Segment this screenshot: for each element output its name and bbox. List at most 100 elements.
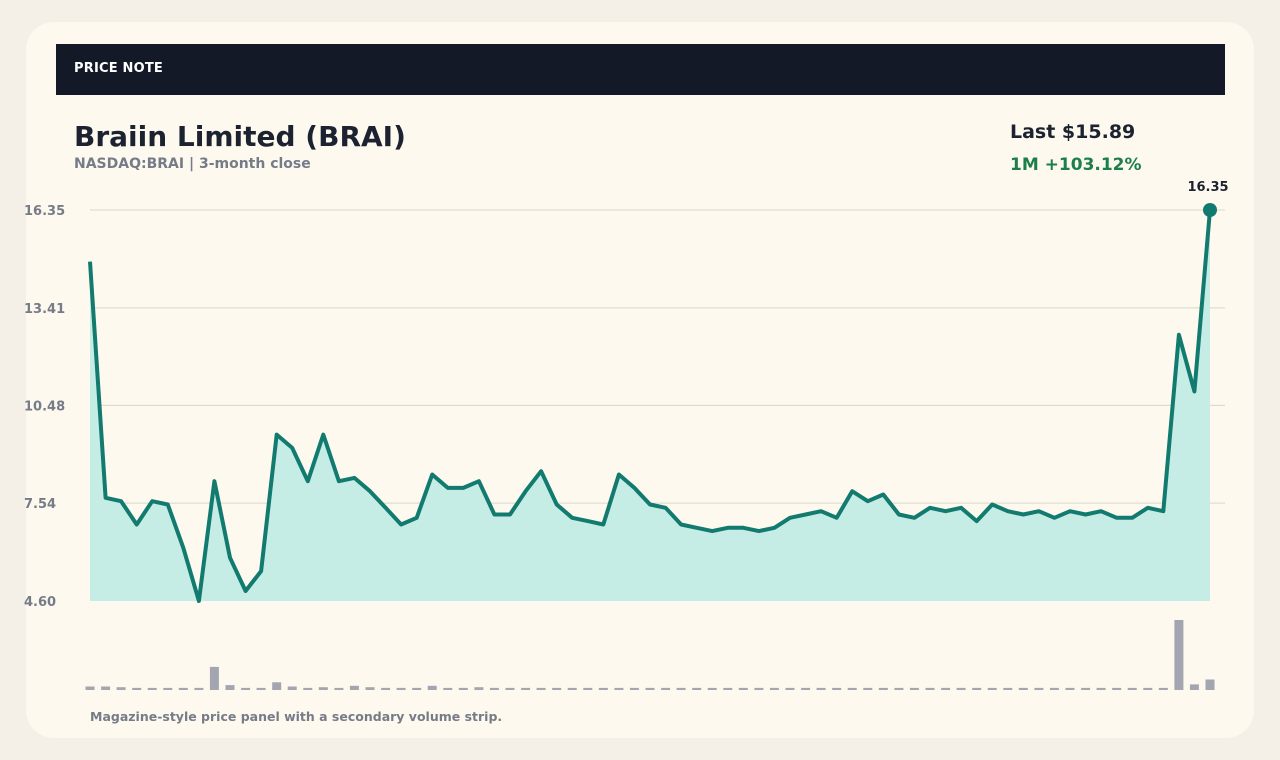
price-point xyxy=(850,489,854,493)
price-point xyxy=(1052,516,1056,520)
price-point xyxy=(897,512,901,516)
volume-bar xyxy=(598,687,608,690)
price-point xyxy=(508,512,512,516)
volume-bar xyxy=(287,686,297,690)
price-point xyxy=(1192,389,1196,393)
volume-bar xyxy=(676,687,686,690)
price-point xyxy=(150,499,154,503)
volume-bar xyxy=(85,686,95,690)
volume-bar xyxy=(334,687,344,690)
volume-bar xyxy=(738,687,748,690)
volume-bar xyxy=(707,687,717,690)
price-point xyxy=(866,499,870,503)
price-point xyxy=(321,433,325,437)
volume-bar xyxy=(614,687,624,690)
volume-bar xyxy=(1112,687,1122,690)
volume-bar xyxy=(1065,687,1075,690)
volume-bar xyxy=(1174,620,1184,690)
price-point xyxy=(586,519,590,523)
volume-bar xyxy=(225,685,235,690)
volume-bar xyxy=(412,687,422,690)
price-point xyxy=(648,502,652,506)
volume-bar xyxy=(1127,687,1137,690)
volume-bar xyxy=(645,687,655,690)
price-point xyxy=(959,506,963,510)
volume-bar xyxy=(1081,687,1091,690)
price-point xyxy=(539,469,543,473)
price-point xyxy=(399,522,403,526)
price-point xyxy=(1146,506,1150,510)
price-point xyxy=(181,546,185,550)
price-point xyxy=(928,506,932,510)
volume-bar xyxy=(381,687,391,690)
price-point xyxy=(788,516,792,520)
price-point xyxy=(477,479,481,483)
price-point xyxy=(197,599,201,603)
price-point xyxy=(228,556,232,560)
price-point xyxy=(104,496,108,500)
price-point xyxy=(415,516,419,520)
volume-bar xyxy=(847,687,857,690)
price-point xyxy=(337,479,341,483)
grid-lines xyxy=(90,209,1225,504)
volume-bar xyxy=(567,687,577,690)
y-axis-ticks: 16.35 13.41 10.48 7.54 4.60 xyxy=(24,204,65,610)
volume-bar xyxy=(863,687,873,690)
volume-strip xyxy=(85,620,1215,690)
price-point xyxy=(632,486,636,490)
price-point xyxy=(741,526,745,530)
y-tick-label: 7.54 xyxy=(24,497,56,512)
price-point xyxy=(944,509,948,513)
price-point xyxy=(772,526,776,530)
price-point xyxy=(384,506,388,510)
price-point xyxy=(88,260,92,264)
price-point xyxy=(912,516,916,520)
y-tick-label: 10.48 xyxy=(24,399,65,414)
volume-bar xyxy=(1158,687,1168,690)
volume-bar xyxy=(1205,679,1215,690)
volume-bar xyxy=(956,687,966,690)
y-tick-label: 4.60 xyxy=(24,595,56,610)
volume-bar xyxy=(785,687,795,690)
price-point xyxy=(570,516,574,520)
price-point xyxy=(492,512,496,516)
chart-caption: Magazine-style price panel with a second… xyxy=(90,709,503,724)
volume-bar xyxy=(474,687,484,690)
volume-bar xyxy=(116,687,126,690)
price-point xyxy=(804,512,808,516)
price-point xyxy=(555,502,559,506)
price-point xyxy=(1006,509,1010,513)
volume-bar xyxy=(365,687,375,690)
price-point xyxy=(306,479,310,483)
volume-bar xyxy=(987,687,997,690)
volume-bar xyxy=(894,687,904,690)
price-point xyxy=(601,522,605,526)
price-point xyxy=(1068,509,1072,513)
price-point xyxy=(695,526,699,530)
chart-subtitle: NASDAQ:BRAI | 3-month close xyxy=(74,156,311,172)
volume-bar xyxy=(583,687,593,690)
volume-bar xyxy=(692,687,702,690)
volume-bar xyxy=(754,687,764,690)
volume-bar xyxy=(536,687,546,690)
volume-bar xyxy=(147,687,157,690)
header-banner: PRICE NOTE xyxy=(56,44,1225,95)
volume-bar xyxy=(723,687,733,690)
price-point xyxy=(461,486,465,490)
price-point xyxy=(679,522,683,526)
volume-bar xyxy=(1003,687,1013,690)
volume-bar xyxy=(1034,687,1044,690)
price-point xyxy=(212,479,216,483)
volume-bar xyxy=(1049,687,1059,690)
price-point xyxy=(1037,509,1041,513)
volume-bar xyxy=(318,687,328,690)
price-point xyxy=(430,473,434,477)
price-point xyxy=(368,489,372,493)
volume-bar xyxy=(396,687,406,690)
price-point xyxy=(710,529,714,533)
volume-bar xyxy=(1143,687,1153,690)
volume-bar xyxy=(972,687,982,690)
price-point xyxy=(1115,516,1119,520)
volume-bar xyxy=(427,685,437,690)
price-point xyxy=(524,489,528,493)
